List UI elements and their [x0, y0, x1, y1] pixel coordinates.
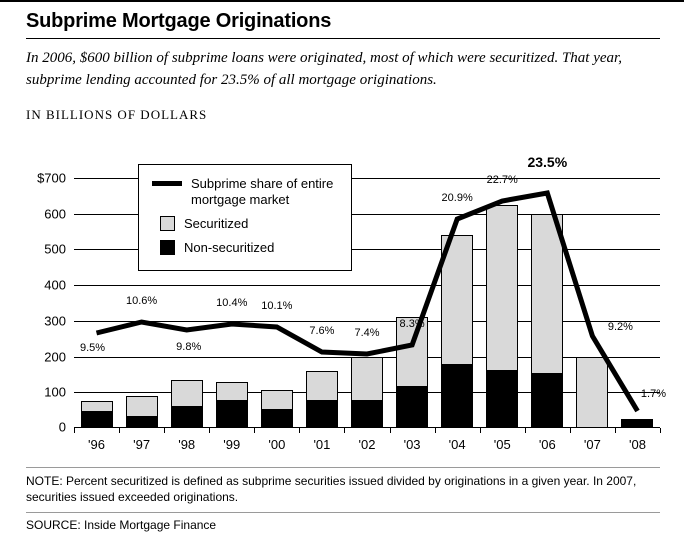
bar-nonsecuritized-segment — [306, 399, 338, 428]
intro-text: In 2006, $600 billion of subprime loans … — [26, 50, 622, 88]
axis-tick — [480, 427, 481, 433]
x-axis-label: '02 — [358, 436, 376, 452]
axis-tick — [164, 427, 165, 433]
x-axis-label: '05 — [493, 436, 511, 452]
bar-98 — [171, 379, 203, 428]
axis-tick — [74, 427, 75, 433]
y-axis-label: 600 — [44, 206, 66, 221]
securitized-swatch — [160, 216, 175, 232]
percent-label: 9.2% — [607, 320, 633, 333]
legend-line-label: Subprime share of entire mortgage market — [191, 175, 334, 208]
axis-tick — [615, 427, 616, 433]
note-rule — [26, 466, 660, 468]
percent-label: 1.7% — [640, 387, 666, 400]
source-rule — [26, 511, 660, 513]
chart-legend: Subprime share of entire mortgage market… — [138, 163, 352, 272]
percent-label: 8.3% — [399, 317, 425, 330]
percent-label: 7.6% — [309, 324, 335, 337]
percent-label: 23.5% — [527, 153, 568, 170]
plot: Subprime share of entire mortgage market… — [74, 128, 666, 428]
legend-item-line: Subprime share of entire mortgage market — [152, 176, 341, 210]
plot-wrap: Subprime share of entire mortgage market… — [74, 128, 666, 460]
bar-97 — [126, 395, 158, 428]
bar-99 — [216, 381, 248, 428]
page-title: Subprime Mortgage Originations — [26, 10, 332, 32]
percent-label: 10.4% — [216, 296, 248, 309]
bar-03 — [396, 316, 428, 428]
axis-tick — [119, 427, 120, 433]
bar-nonsecuritized-segment — [126, 415, 158, 428]
bar-nonsecuritized-segment — [351, 399, 383, 428]
y-axis-label: 300 — [44, 313, 66, 328]
x-axis-label: '00 — [268, 436, 286, 452]
y-axis-labels: 0 100 200 300 400 500 600 $700 — [26, 128, 74, 434]
chart-area: 0 100 200 300 400 500 600 $700 Subprime share o… — [26, 128, 666, 460]
legend-item-securitized: Securitized — [152, 216, 341, 233]
percent-label: 9.5% — [79, 341, 106, 354]
bar-01 — [306, 370, 338, 428]
gridline — [74, 284, 660, 286]
bar-96 — [81, 400, 113, 428]
x-axis-label: '07 — [583, 436, 601, 452]
percent-label: 7.4% — [354, 326, 380, 339]
bar-05 — [486, 204, 518, 428]
axis-tick — [344, 427, 345, 433]
y-axis-label: $700 — [37, 170, 66, 185]
x-axis-label: '01 — [313, 436, 331, 452]
bar-nonsecuritized-segment — [441, 363, 473, 428]
percent-label: 22.7% — [486, 173, 518, 186]
source-text: SOURCE: Inside Mortgage Finance — [26, 517, 217, 532]
y-axis-label: 100 — [44, 384, 66, 399]
axis-tick — [660, 427, 661, 433]
legend-securitized-label: Securitized — [184, 216, 249, 232]
bar-04 — [441, 234, 473, 428]
gridline — [74, 320, 660, 322]
gridline — [74, 177, 660, 179]
x-axis-label: '96 — [88, 436, 106, 452]
axis-tick — [525, 427, 526, 433]
axis-tick — [209, 427, 210, 433]
x-axis-label: '98 — [178, 436, 196, 452]
bar-nonsecuritized-segment — [171, 405, 203, 428]
x-axis-label: '99 — [223, 436, 241, 452]
bar-nonsecuritized-segment — [261, 408, 293, 428]
x-axis-label: '06 — [538, 436, 556, 452]
bar-nonsecuritized-segment — [396, 385, 428, 428]
bar-nonsecuritized-segment — [486, 369, 518, 428]
percent-label: 20.9% — [441, 191, 473, 204]
bar-nonsecuritized-segment — [216, 399, 248, 428]
bar-02 — [351, 356, 383, 428]
bar-nonsecuritized-segment — [81, 410, 113, 428]
y-axis-label: 400 — [44, 277, 66, 292]
nonsecuritized-swatch — [160, 240, 175, 256]
bar-06 — [531, 213, 563, 428]
axis-tick — [570, 427, 571, 433]
percent-label: 10.1% — [261, 299, 293, 312]
legend-item-nonsecuritized: Non-securitized — [152, 240, 341, 257]
x-axis-labels: '96 '97 '98 '99 '00 '01 '02 '03 '04 '05 '06 '07 '08 — [74, 427, 661, 460]
bar-00 — [261, 389, 293, 428]
bar-nonsecuritized-segment — [531, 372, 563, 428]
y-axis-label: 200 — [44, 349, 66, 364]
axis-tick — [390, 427, 391, 433]
trend-line-swatch — [152, 180, 182, 186]
percent-label: 10.6% — [126, 294, 158, 307]
axis-tick — [435, 427, 436, 433]
note-text: NOTE: Percent securitized is defined as … — [26, 473, 637, 504]
y-axis-label: 500 — [44, 241, 66, 256]
x-axis-label: '08 — [628, 436, 646, 452]
x-axis-label: '04 — [448, 436, 466, 452]
legend-nonsecuritized-label: Non-securitized — [184, 240, 275, 256]
percent-label: 9.8% — [176, 340, 202, 353]
y-axis-label: 0 — [58, 419, 66, 434]
bar-07 — [576, 356, 608, 428]
axis-tick — [254, 427, 255, 433]
x-axis-label: '03 — [403, 436, 421, 452]
x-axis-label: '97 — [133, 436, 151, 452]
axis-tick — [299, 427, 300, 433]
title-rule — [26, 38, 660, 39]
bar-08 — [621, 418, 653, 428]
axis-units-heading: IN BILLIONS OF DOLLARS — [26, 106, 208, 122]
